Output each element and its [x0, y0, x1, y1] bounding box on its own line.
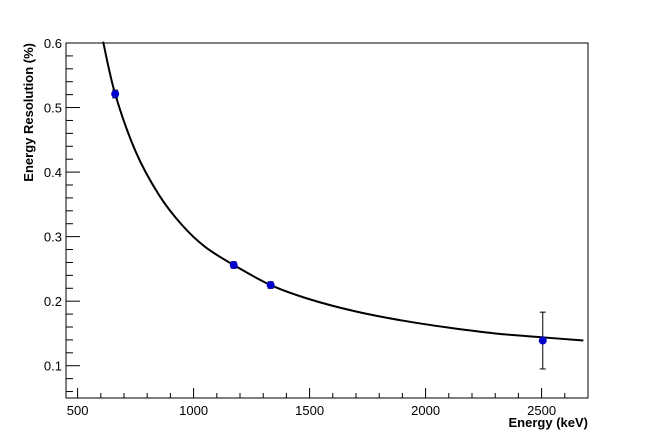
x-tick-label: 2000: [411, 403, 440, 418]
x-tick-label: 1500: [295, 403, 324, 418]
plot-frame: [65, 42, 589, 399]
data-point: [538, 311, 547, 370]
x-tick-label: 500: [67, 403, 89, 418]
y-tick-label: 0.2: [44, 294, 62, 309]
x-axis-title: Energy (keV): [509, 415, 588, 430]
x-axis-ticks: [77, 388, 589, 398]
y-tick-label: 0.6: [44, 36, 62, 51]
y-tick-label: 0.1: [44, 359, 62, 374]
y-axis-tick-labels: 0.1 0.2 0.3 0.4 0.5 0.6: [44, 36, 62, 374]
data-marker: [229, 261, 238, 270]
fit-curve: [102, 41, 584, 342]
x-tick-label: 1000: [179, 403, 208, 418]
plot-area: 500 1000 1500 2000 2500 0.1 0.2 0.3 0.4 0.5 0.6: [44, 36, 589, 418]
data-points: [111, 89, 547, 370]
x-axis-tick-labels: 500 1000 1500 2000 2500: [67, 403, 556, 418]
data-point: [266, 281, 275, 290]
y-axis-title: Energy Resolution (%): [21, 43, 36, 182]
data-marker: [111, 89, 120, 98]
data-marker: [538, 336, 547, 345]
y-tick-label: 0.4: [44, 165, 62, 180]
y-axis-ticks: [66, 42, 80, 393]
y-tick-label: 0.5: [44, 101, 62, 116]
x-tick-label: 2500: [527, 403, 556, 418]
data-point: [229, 261, 238, 270]
data-point: [111, 89, 120, 99]
data-marker: [266, 281, 275, 290]
y-tick-label: 0.3: [44, 230, 62, 245]
